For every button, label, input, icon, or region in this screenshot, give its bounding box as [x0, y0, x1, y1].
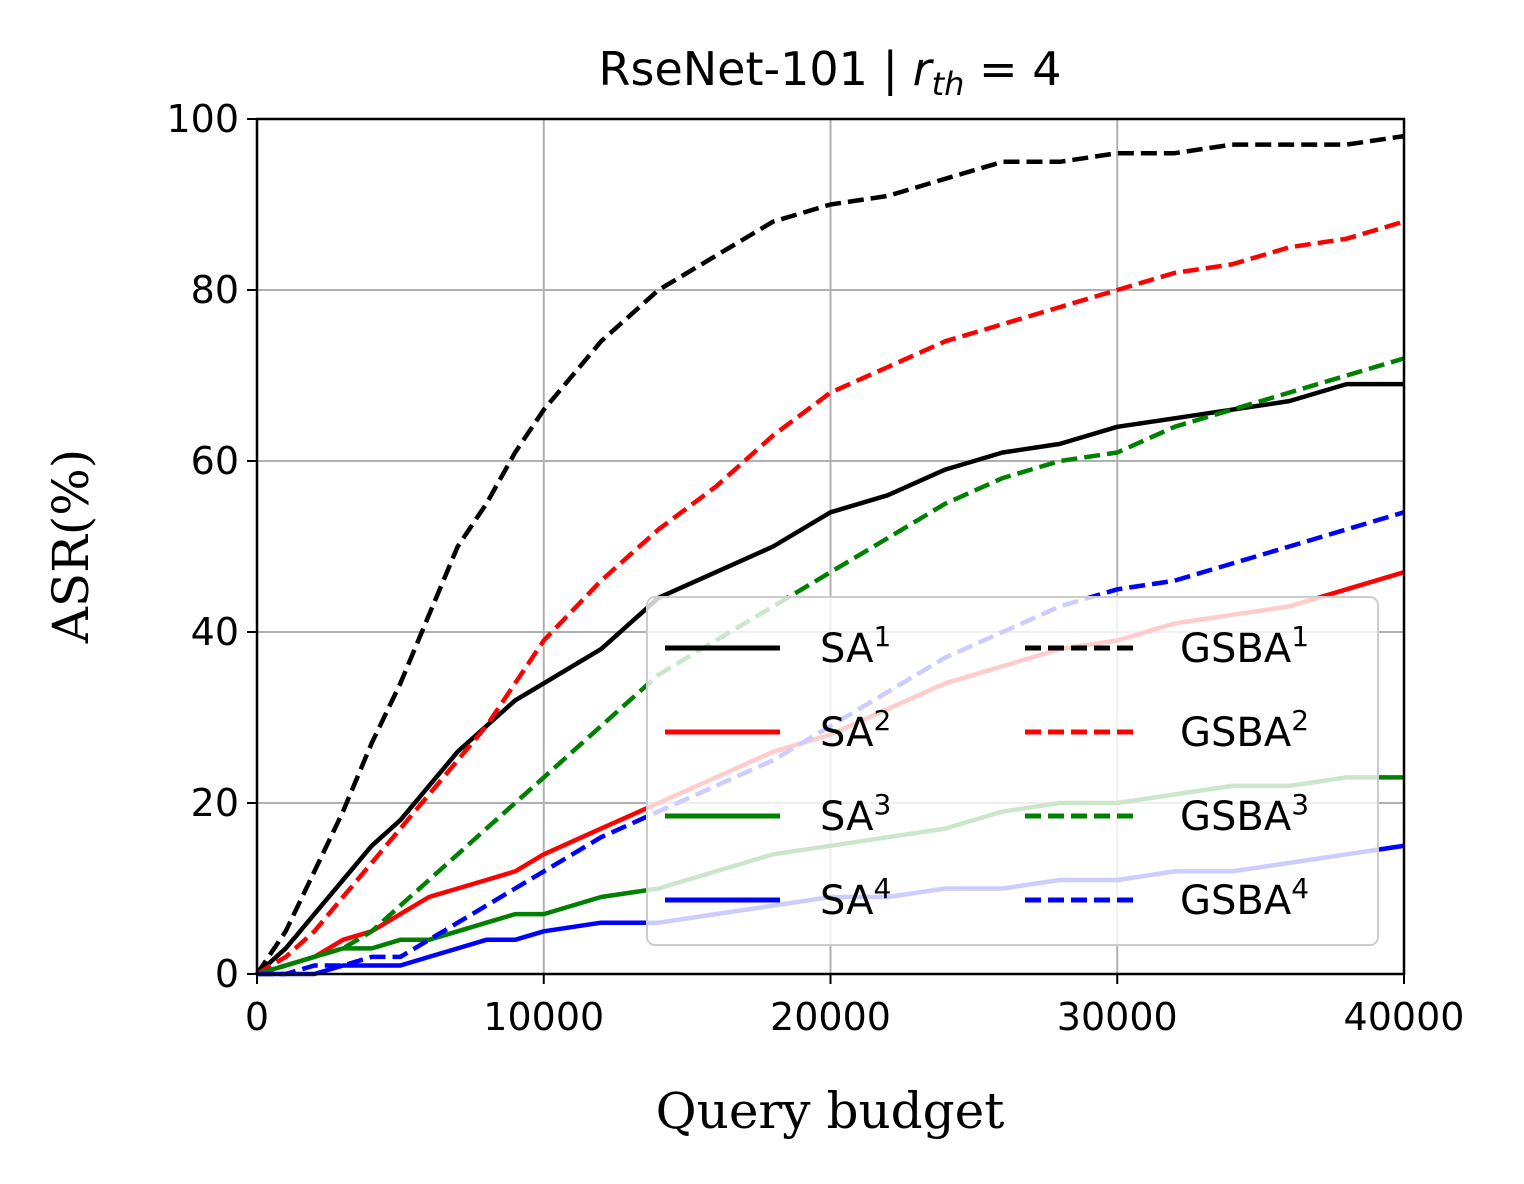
y-axis-label: ASR(%): [42, 449, 100, 645]
x-axis-label: Query budget: [656, 1082, 1005, 1140]
x-tick-label: 40000: [1344, 995, 1465, 1039]
y-tick-label: 40: [191, 610, 239, 654]
y-tick-label: 20: [191, 781, 239, 825]
legend-label-gsba-2: GSBA2: [1180, 704, 1309, 756]
axis-ticks: 0 10000 20000 30000 40000 0 20 40 60 80 100: [166, 97, 1464, 1039]
plot-frame: [255, 117, 1406, 976]
legend-label-sa-3: SA3: [820, 788, 891, 840]
y-tick-label: 80: [191, 268, 239, 312]
x-tick-label: 30000: [1057, 995, 1178, 1039]
y-tick-label: 60: [191, 439, 239, 483]
chart-title: RseNet-101 | rth = 4: [599, 42, 1062, 103]
legend-label-sa-2: SA2: [820, 704, 891, 756]
legend-label-gsba-4: GSBA4: [1180, 872, 1309, 924]
legend-label-sa-4: SA4: [820, 872, 891, 924]
title-main: RseNet-101 |: [599, 42, 913, 97]
y-tick-label: 0: [215, 952, 239, 996]
title-rest: = 4: [964, 42, 1061, 96]
legend: SA1 SA2 SA3 SA4 GSBA1 GSBA2 GSBA3 GSBA4: [646, 596, 1379, 946]
legend-label-sa-1: SA1: [820, 620, 891, 672]
series-line-gsba-2: [255, 219, 1405, 976]
legend-label-gsba-1: GSBA1: [1180, 620, 1309, 672]
x-tick-label: 10000: [483, 995, 604, 1039]
series-line-gsba-1: [255, 133, 1405, 976]
legend-label-gsba-3: GSBA3: [1180, 788, 1309, 840]
series-line-sa-1: [255, 381, 1404, 976]
x-tick-label: 0: [245, 995, 269, 1039]
title-variable: r: [913, 42, 935, 96]
title-subscript: th: [932, 65, 965, 103]
y-tick-label: 100: [166, 97, 239, 141]
legend-box: [646, 596, 1379, 946]
x-tick-label: 20000: [770, 995, 891, 1039]
